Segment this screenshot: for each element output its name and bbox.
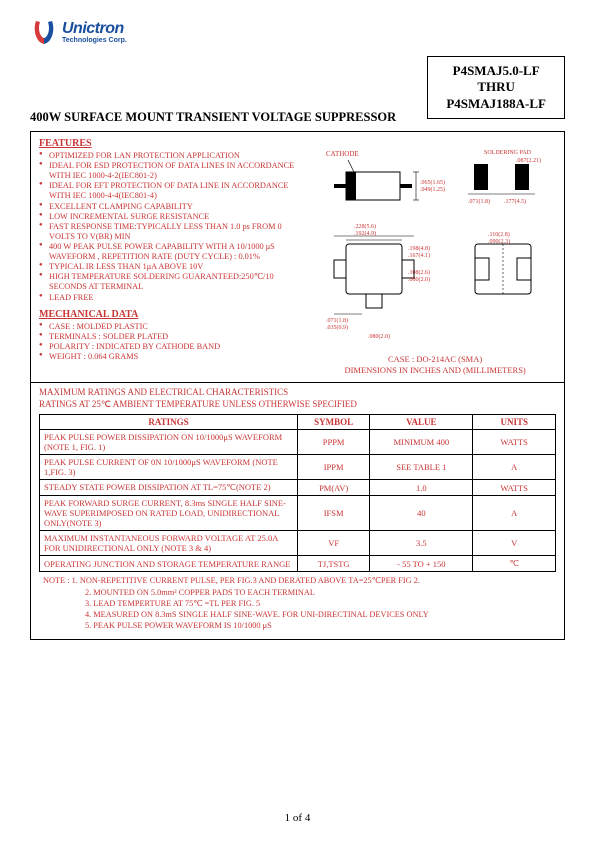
svg-text:.080(2.0): .080(2.0) [368,333,390,340]
svg-text:.087(2.21): .087(2.21) [516,157,541,164]
svg-text:.071(1.8): .071(1.8) [326,317,348,324]
svg-text:.035(0.9): .035(0.9) [326,324,348,331]
mech-list: CASE : MOLDED PLASTIC TERMINALS : SOLDER… [39,322,306,362]
table-row: PEAK PULSE POWER DISSIPATION ON 10/1000μ… [40,430,556,455]
part-line-1: P4SMAJ5.0-LF [446,63,546,79]
svg-text:.110(2.8): .110(2.8) [488,231,510,238]
svg-text:.080(2.0): .080(2.0) [408,276,430,283]
mech-item: CASE : MOLDED PLASTIC [39,322,306,332]
svg-text:.228(5.6): .228(5.6) [354,223,376,230]
note-item: 2. MOUNTED ON 5.0mm² COPPER PADS TO EACH… [43,587,556,598]
table-row: STEADY STATE POWER DISSIPATION AT TL=75℃… [40,480,556,496]
page-number: 1 of 4 [0,812,595,824]
features-heading: FEATURES [39,138,306,149]
feature-item: TYPICAL IR LESS THAN 1μA ABOVE 10V [39,262,306,272]
logo-sub: Technologies Corp. [62,37,127,44]
features-list: OPTIMIZED FOR LAN PROTECTION APPLICATION… [39,151,306,303]
feature-item: LOW INCREMENTAL SURGE RESISTANCE [39,212,306,222]
svg-text:.108(2.6): .108(2.6) [408,269,430,276]
svg-text:.192(4.9): .192(4.9) [354,230,376,237]
cathode-label: CATHODE [326,150,359,158]
part-number-box: P4SMAJ5.0-LF THRU P4SMAJ188A-LF [427,56,565,119]
table-row: MAXIMUM INSTANTANEOUS FORWARD VOLTAGE AT… [40,531,556,556]
mech-heading: MECHANICAL DATA [39,309,306,320]
logo-icon [30,18,58,46]
svg-text:.167(4.1): .167(4.1) [408,252,430,259]
notes-label: NOTE : [43,576,72,585]
mech-item: TERMINALS : SOLDER PLATED [39,332,306,342]
divider [31,382,564,383]
note-item: 4. MEASURED ON 8.3mS SINGLE HALF SINE-WA… [43,609,556,620]
table-row: PEAK PULSE CURRENT OF 0N 10/1000μS WAVEF… [40,455,556,480]
soldering-pad-label: SOLDERING PAD [484,150,532,156]
th-ratings: RATINGS [40,415,298,430]
th-symbol: SYMBOL [298,415,370,430]
feature-item: IDEAL FOR ESD PROTECTION OF DATA LINES I… [39,161,306,181]
note-item: 1. NON-REPETITIVE CURRENT PULSE, PER FIG… [72,576,420,585]
svg-text:.090(2.3): .090(2.3) [488,238,510,245]
logo-name: Unictron [62,21,127,37]
notes-block: NOTE : 1. NON-REPETITIVE CURRENT PULSE, … [39,575,556,631]
note-item: 3. LEAD TEMPERTURE AT 75℃ =TL PER FIG. 5 [43,598,556,609]
feature-item: IDEAL FOR EFT PROTECTION OF DATA LINE IN… [39,181,306,201]
th-value: VALUE [370,415,473,430]
svg-text:.065(1.65): .065(1.65) [420,179,445,186]
datasheet-frame: FEATURES OPTIMIZED FOR LAN PROTECTION AP… [30,131,565,640]
dims-caption: DIMENSIONS IN INCHES AND (MILLIMETERS) [344,365,525,376]
logo: Unictron Technologies Corp. [30,18,565,46]
svg-text:.049(1.25): .049(1.25) [420,186,445,193]
table-row: OPERATING JUNCTION AND STORAGE TEMPERATU… [40,556,556,572]
feature-item: LEAD FREE [39,293,306,303]
mech-item: POLARITY : INDICATED BY CATHODE BAND [39,342,306,352]
svg-text:.198(4.8): .198(4.8) [408,245,430,252]
svg-text:.177(4.5): .177(4.5) [504,198,526,205]
ratings-intro-2: RATINGS AT 25℃ AMBIENT TEMPERATURE UNLES… [39,399,556,411]
ratings-intro-1: MAXIMUM RATINGS AND ELECTRICAL CHARACTER… [39,387,556,399]
note-item: 5. PEAK PULSE POWER WAVEFORM IS 10/1000 … [43,620,556,631]
feature-item: 400 W PEAK PULSE POWER CAPABILITY WITH A… [39,242,306,262]
mech-item: WEIGHT : 0.064 GRAMS [39,352,306,362]
feature-item: HIGH TEMPERATURE SOLDERING GUARANTEED:25… [39,272,306,292]
package-diagram: CATHODE .065(1.65) .049(1.25) SOLDERING … [320,142,550,352]
th-units: UNITS [473,415,556,430]
feature-item: FAST RESPONSE TIME:TYPICALLY LESS THAN 1… [39,222,306,242]
table-row: PEAK FORWARD SURGE CURRENT, 8.3ms SINGLE… [40,496,556,531]
ratings-table: RATINGS SYMBOL VALUE UNITS PEAK PULSE PO… [39,414,556,572]
svg-text:.071(1.8): .071(1.8) [468,198,490,205]
part-line-2: THRU [446,79,546,95]
part-line-3: P4SMAJ188A-LF [446,96,546,112]
feature-item: OPTIMIZED FOR LAN PROTECTION APPLICATION [39,151,306,161]
case-caption: CASE : DO-214AC (SMA) [344,354,525,365]
feature-item: EXCELLENT CLAMPING CAPABILITY [39,202,306,212]
